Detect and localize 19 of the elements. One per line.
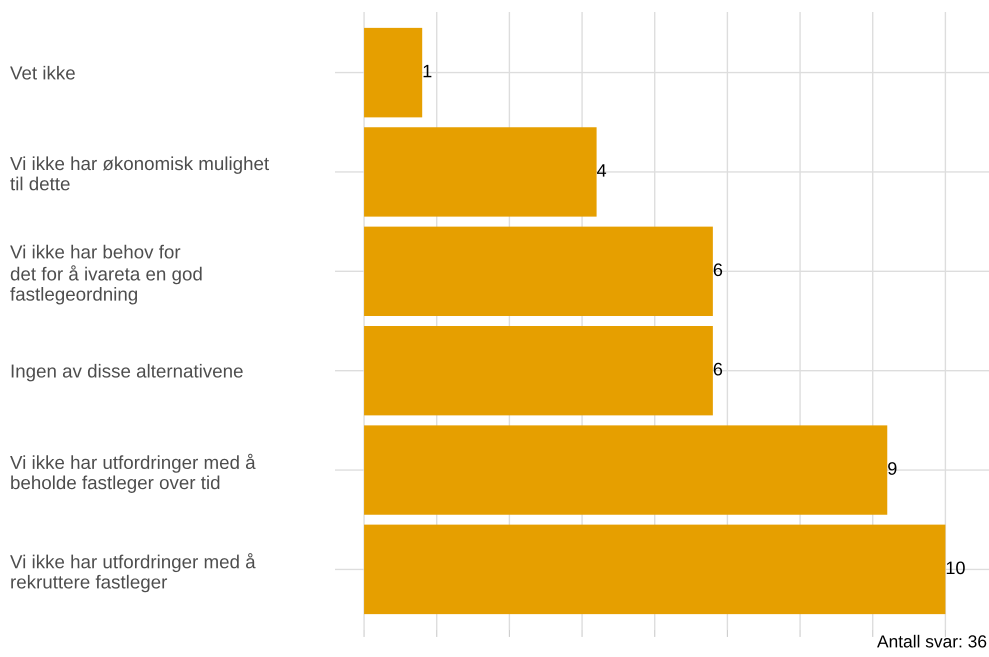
bar <box>364 326 713 416</box>
y-tick-label: Vi ikke har utfordringer med å rekruttere fastleger <box>10 553 256 592</box>
bar <box>364 226 713 316</box>
text: Antall svar: 36 <box>877 634 986 648</box>
bar <box>364 127 597 217</box>
bar <box>364 524 946 614</box>
y-tick-label: Vi ikke har utfordringer med å beholde fastleger over tid <box>10 454 256 493</box>
data-label: 4 <box>597 164 606 177</box>
bar <box>364 28 422 118</box>
y-tick-label: Vi ikke har behov for det for å ivareta en god fastlegeordning <box>10 244 202 304</box>
y-tick-label: Ingen av disse alternativene <box>12 364 243 382</box>
y-tick-label: Vet ikke <box>10 66 75 80</box>
data-label: 9 <box>888 462 896 475</box>
data-label: 6 <box>714 263 722 276</box>
data-label: 6 <box>714 362 722 376</box>
data-label: 1 <box>424 64 432 78</box>
y-tick-label: Vi ikke har økonomisk mulighet til dette <box>10 156 270 190</box>
data-label: 10 <box>946 561 965 574</box>
bar <box>364 425 888 515</box>
